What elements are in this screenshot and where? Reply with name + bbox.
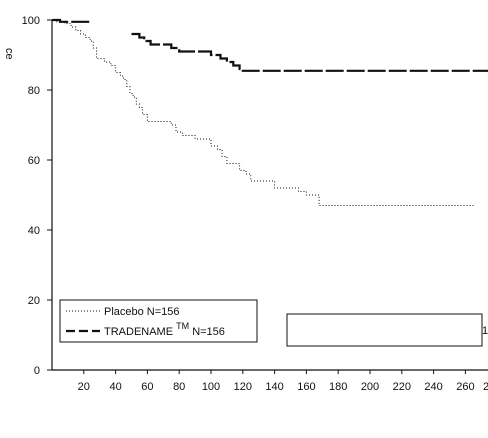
x-tick-label: 40: [109, 381, 121, 393]
annotation-text: 1: [482, 325, 488, 337]
x-ticks: 20 40 60 80 100 120 140 160 180 200 220 240 260 2: [78, 370, 488, 393]
x-tick-label: 180: [329, 381, 347, 393]
x-tick-label: 260: [456, 381, 474, 393]
legend-label-placebo: Placebo N=156: [104, 306, 180, 318]
y-tick-label: 20: [28, 295, 40, 307]
y-tick-label: 100: [22, 15, 40, 27]
legend-box: [59, 299, 258, 343]
x-tick-label: 100: [202, 381, 220, 393]
y-tick-label: 0: [34, 365, 40, 377]
series-line-tradename: [52, 18, 488, 72]
x-tick-label: 220: [393, 381, 411, 393]
x-tick-label: 120: [234, 381, 252, 393]
y-axis-label: ce: [3, 48, 15, 60]
legend-label-tradename-sup: TM: [176, 321, 189, 331]
y-ticks: 0 20 40 60 80 100: [22, 15, 52, 377]
x-tick-label: 200: [361, 381, 379, 393]
y-tick-label: 60: [28, 155, 40, 167]
series-line-placebo: [52, 19, 474, 206]
x-tick-label: 140: [265, 381, 283, 393]
survival-curves: [52, 18, 488, 206]
x-tick-label: 20: [78, 381, 90, 393]
y-tick-label: 40: [28, 225, 40, 237]
legend: Placebo N=156 TRADENAME TM N=156: [59, 299, 258, 343]
x-tick-label: 60: [141, 381, 153, 393]
annotation-box: [286, 313, 483, 347]
x-tick-label: 80: [173, 381, 185, 393]
x-tick-label-clipped: 2: [483, 381, 488, 393]
legend-label-tradename-name: TRADENAME: [104, 326, 173, 338]
x-tick-label: 240: [424, 381, 442, 393]
y-tick-label: 80: [28, 85, 40, 97]
legend-label-tradename-n: N=156: [192, 326, 225, 338]
legend-label-tradename: TRADENAME TM N=156: [104, 320, 225, 338]
x-tick-label: 160: [297, 381, 315, 393]
